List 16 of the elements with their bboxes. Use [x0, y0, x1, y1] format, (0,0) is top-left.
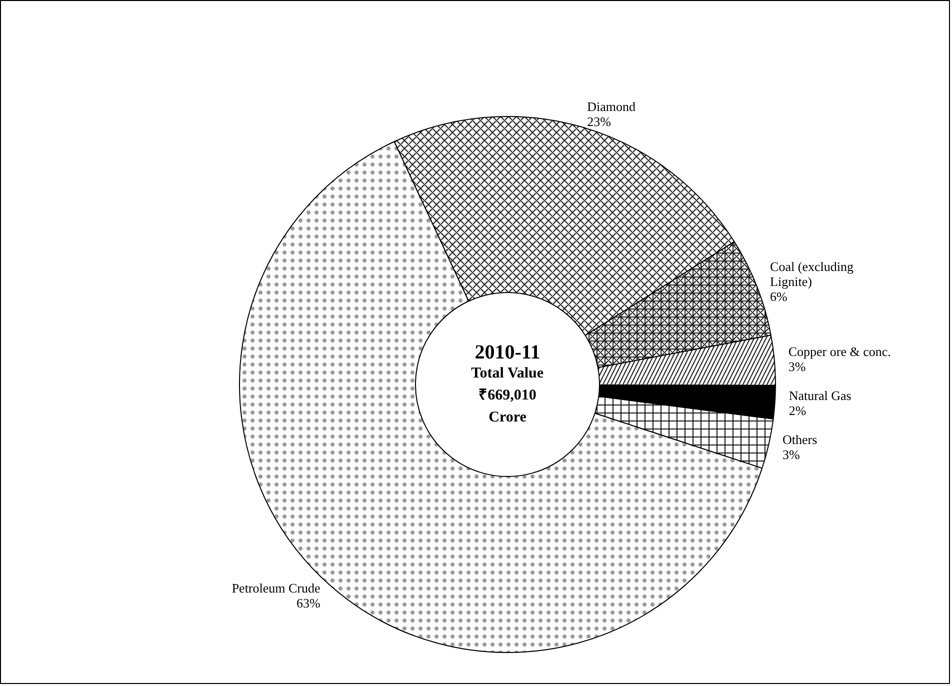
data-label: 3% [788, 358, 806, 374]
text: Crore [488, 410, 527, 426]
slice-label: Natural Gas [788, 388, 852, 404]
slice-label: Petroleum Crude [232, 580, 321, 596]
text: ₹669,010 [478, 388, 536, 404]
data-label: 2% [788, 403, 806, 418]
data-label: 3% [782, 446, 800, 462]
slice-label: Copper ore & conc. [788, 344, 891, 359]
data-label: 6% [770, 289, 788, 304]
slice-label: Diamond [587, 98, 636, 114]
text: 2010-11 [474, 342, 540, 364]
data-label: 23% [587, 114, 612, 129]
slice-label: Others [782, 432, 818, 447]
data-label: 63% [296, 595, 320, 610]
slice-label: Coal (excluding Lignite) [770, 259, 854, 290]
text: Total Value [471, 366, 544, 382]
